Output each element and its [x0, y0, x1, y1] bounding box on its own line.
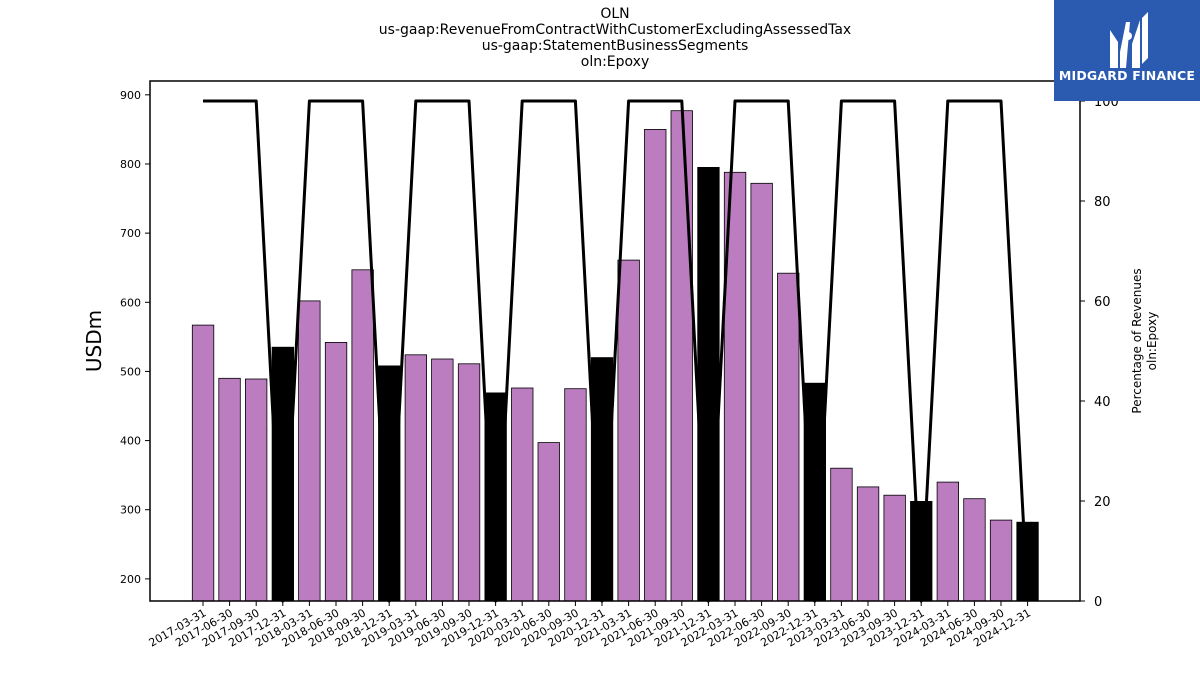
plot-frame — [149, 80, 1081, 602]
logo-mark-icon — [1110, 12, 1148, 68]
bar-2024-03-31 — [936, 481, 959, 602]
bar-2019-09-30 — [457, 363, 481, 602]
bar-2024-09-30 — [989, 519, 1013, 602]
bar-2021-03-31 — [617, 259, 640, 602]
bar-2022-09-30 — [777, 272, 800, 602]
left-axis-ticks: 200 300 400 500 600 700 800 900 — [120, 89, 150, 586]
y2-tick-label: 40 — [1094, 395, 1111, 410]
percentage-line-group — [203, 99, 1030, 603]
bar-2021-12-31 — [697, 166, 720, 602]
y-tick-label: 300 — [120, 504, 141, 517]
bar-2018-09-30 — [351, 269, 374, 602]
bar-2019-06-30 — [431, 358, 454, 602]
bar-2019-03-31 — [404, 354, 428, 602]
midgard-finance-logo: MIDGARD FINANCE — [1054, 0, 1200, 101]
y-tick-label: 600 — [120, 296, 141, 309]
title-line-concept: us-gaap:RevenueFromContractWithCustomerE… — [378, 22, 852, 38]
y2-tick-label: 0 — [1094, 595, 1102, 610]
bar-2017-06-30 — [218, 377, 241, 602]
bar-2019-12-31 — [484, 392, 507, 602]
chart-title: OLN us-gaap:RevenueFromContractWithCusto… — [0, 6, 1200, 70]
bar-2018-06-30 — [324, 341, 348, 602]
bar-2018-03-31 — [298, 300, 321, 602]
y-tick-label: 800 — [120, 158, 141, 171]
bar-2023-03-31 — [830, 467, 853, 602]
y2-axis-label-line-1: Percentage of Revenues — [1130, 268, 1144, 413]
bar-2024-06-30 — [963, 498, 986, 602]
y2-tick-label: 60 — [1094, 295, 1111, 310]
y-tick-label: 200 — [120, 573, 141, 586]
y-tick-label: 500 — [120, 365, 141, 378]
bar-2021-09-30 — [670, 110, 693, 602]
bar-group — [191, 110, 1039, 602]
x-axis-ticks: 2017-03-312017-06-302017-09-302017-12-31… — [147, 601, 1033, 650]
bar-2022-06-30 — [750, 182, 773, 602]
title-line-ticker: OLN — [600, 6, 630, 22]
y2-tick-label: 80 — [1094, 195, 1111, 210]
bar-2017-03-31 — [191, 324, 215, 602]
percentage-line — [203, 99, 1030, 603]
logo-text: MIDGARD FINANCE — [1058, 68, 1196, 83]
bar-2022-12-31 — [803, 382, 826, 602]
title-line-axis: us-gaap:StatementBusinessSegments — [481, 38, 749, 54]
y-tick-label: 400 — [120, 435, 141, 448]
bar-2023-06-30 — [856, 486, 880, 602]
bar-2021-06-30 — [644, 128, 667, 602]
bar-2020-03-31 — [511, 387, 534, 602]
y2-tick-label: 20 — [1094, 495, 1111, 510]
title-line-member: oln:Epoxy — [580, 54, 650, 70]
bar-2023-09-30 — [883, 494, 906, 602]
bar-2020-09-30 — [564, 388, 587, 602]
y-tick-label: 700 — [120, 227, 141, 240]
y2-axis-label-line-2: oln:Epoxy — [1145, 312, 1159, 371]
y-tick-label: 900 — [120, 89, 141, 102]
bar-2017-09-30 — [244, 378, 268, 602]
bar-2020-06-30 — [537, 442, 560, 602]
y-axis-label: USDm — [82, 310, 106, 372]
